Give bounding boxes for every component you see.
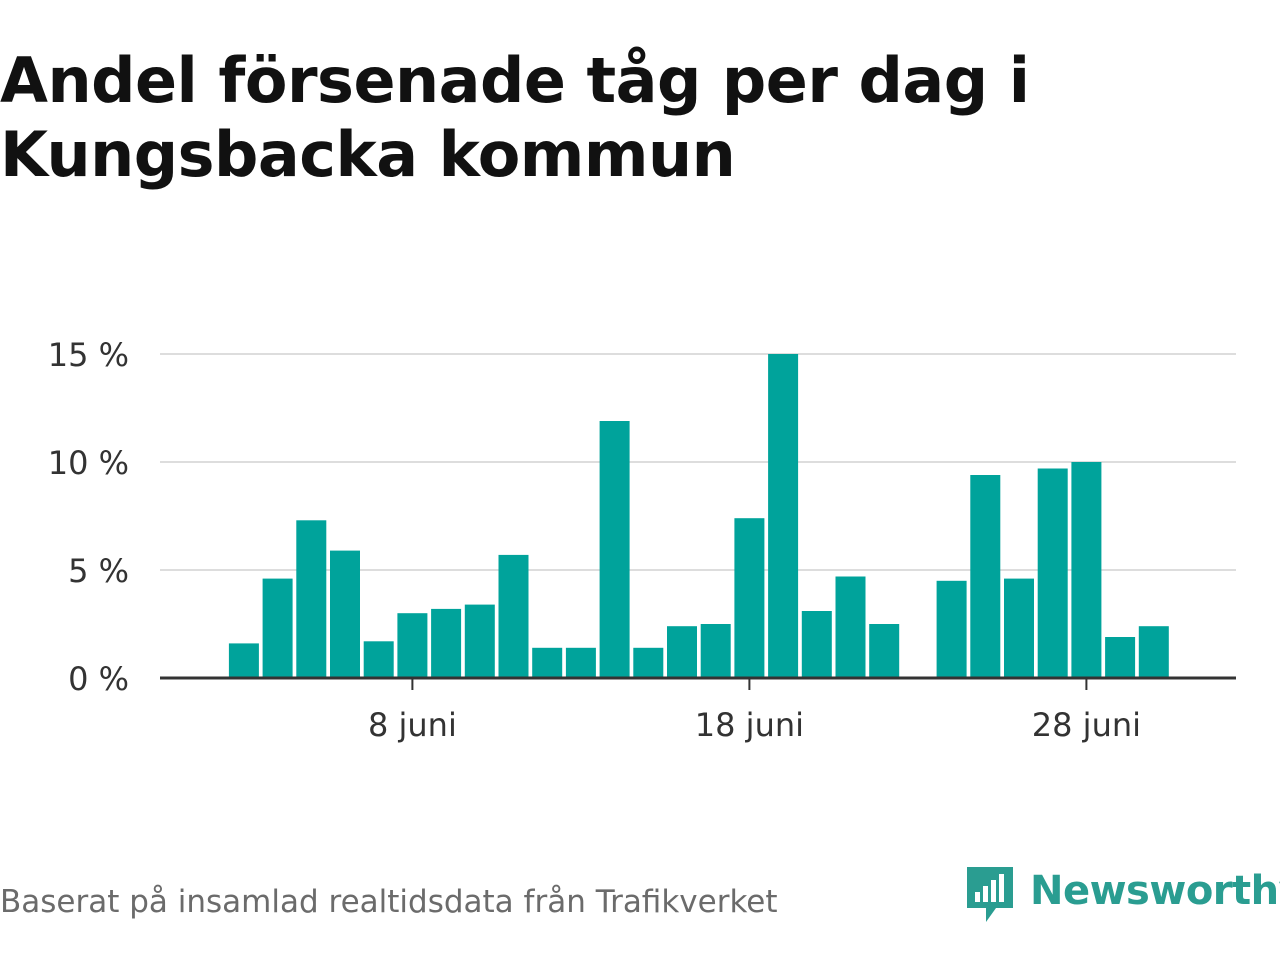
bar (936, 580, 967, 678)
newsworthy-bar-chart-icon (967, 867, 1013, 922)
source-note: Baserat på insamlad realtidsdata från Tr… (0, 884, 778, 920)
bar (835, 576, 866, 678)
brand-name: Newsworthy (1030, 868, 1280, 914)
y-tick-label: 10 % (48, 444, 129, 482)
chart-title: Andel försenade tåg per dag i Kungsbacka… (0, 44, 1030, 191)
bar (1105, 637, 1136, 678)
bar (667, 626, 697, 678)
bar (633, 647, 664, 678)
x-tick-label: 28 juni (1032, 706, 1141, 744)
bar (262, 578, 293, 678)
axes: 0 % 5 % 10 % 15 % 8 juni 18 juni 28 juni (48, 336, 1236, 744)
bar (532, 647, 563, 678)
brand-logo-link[interactable]: Newsworthy (964, 862, 1280, 928)
bar (431, 608, 462, 678)
bar (801, 611, 832, 678)
bar (330, 550, 360, 678)
bar (970, 475, 1001, 678)
bar (296, 520, 327, 678)
bar (869, 624, 900, 678)
bar (1004, 578, 1034, 678)
bar (498, 554, 529, 678)
y-tick-label: 5 % (68, 552, 129, 590)
bar (1037, 468, 1068, 678)
bar (397, 613, 428, 678)
chart-canvas: 0 % 5 % 10 % 15 % 8 juni 18 juni 28 juni (48, 336, 1236, 744)
bar (734, 518, 765, 678)
bar (565, 647, 596, 678)
bar (1138, 626, 1169, 678)
bar (363, 641, 394, 678)
bar (599, 421, 630, 678)
x-tick-label: 8 juni (368, 706, 457, 744)
x-tick-label: 18 juni (695, 706, 804, 744)
bar (700, 624, 731, 678)
bar (1071, 462, 1102, 678)
y-tick-label: 15 % (48, 336, 129, 374)
bar-chart: 0 % 5 % 10 % 15 % 8 juni 18 juni 28 juni (0, 300, 1280, 780)
bars (228, 354, 1169, 678)
y-tick-label: 0 % (68, 660, 129, 698)
bar (768, 354, 799, 678)
bar (228, 643, 259, 678)
bar (464, 604, 495, 678)
